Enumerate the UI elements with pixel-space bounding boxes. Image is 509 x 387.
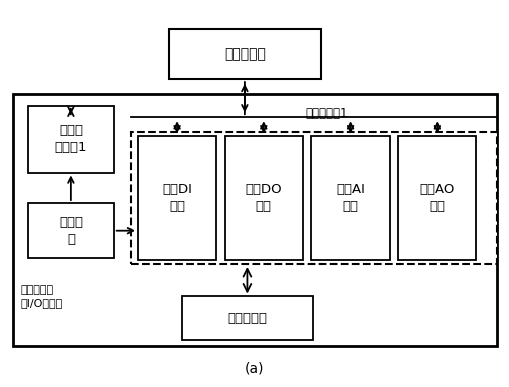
Bar [28,203,114,259]
Bar [182,296,313,340]
Text: 无线路
由模块1: 无线路 由模块1 [54,124,87,154]
Text: 插接线面板: 插接线面板 [227,312,267,325]
Bar [138,136,216,260]
Bar [28,106,114,173]
Text: 无线局域网1: 无线局域网1 [305,107,347,120]
Text: 智能AI
模块: 智能AI 模块 [335,183,364,213]
Text: 智能DO
模块: 智能DO 模块 [245,183,281,213]
Bar [398,136,475,260]
Bar [169,29,320,79]
Text: 智能DI
模块: 智能DI 模块 [162,183,191,213]
Text: 电源模
块: 电源模 块 [59,216,83,246]
Text: (a): (a) [245,362,264,376]
Bar [131,132,496,264]
Bar [311,136,389,260]
Text: 智能AO
模块: 智能AO 模块 [419,183,454,213]
Bar [13,94,496,346]
Text: 虚拟被控对
象I/O接口箱: 虚拟被控对 象I/O接口箱 [20,285,63,308]
Bar [224,136,302,260]
Text: 教师计算机: 教师计算机 [223,47,265,61]
